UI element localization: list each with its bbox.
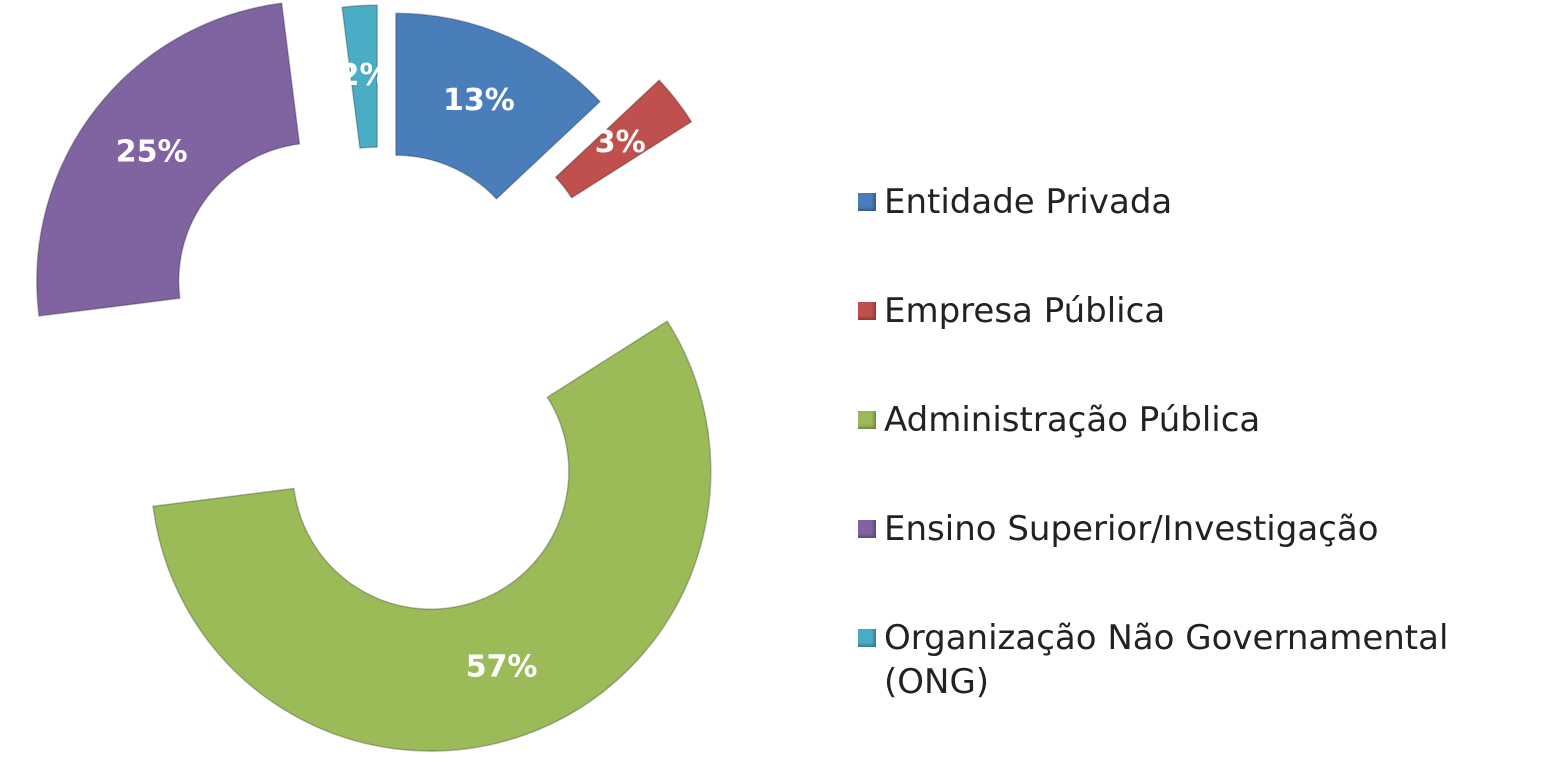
slice-label: 57% — [466, 649, 538, 684]
slice — [395, 12, 602, 200]
slice-label: 25% — [116, 134, 188, 169]
legend-swatch — [858, 629, 876, 647]
legend-item: Empresa Pública — [858, 289, 1538, 398]
legend-item: Administração Pública — [858, 398, 1538, 507]
legend-swatch — [858, 520, 876, 538]
slice — [36, 2, 301, 317]
slice — [554, 79, 693, 199]
slice — [152, 320, 712, 752]
legend-item: Entidade Privada — [858, 180, 1538, 289]
legend-swatch — [858, 411, 876, 429]
slice-label: 13% — [443, 83, 515, 118]
legend-label: Administração Pública — [884, 400, 1261, 440]
legend-swatch — [858, 193, 876, 211]
legend-swatch — [858, 302, 876, 320]
slice-label: 2% — [339, 58, 390, 93]
legend-item: Ensino Superior/Investigação — [858, 507, 1538, 616]
legend-label: Empresa Pública — [884, 291, 1166, 331]
legend-item: Organização Não Governamental (ONG) — [858, 616, 1538, 725]
legend: Entidade Privada Empresa Pública Administr… — [858, 180, 1538, 725]
legend-label: Entidade Privada — [884, 182, 1173, 222]
slice-label: 3% — [595, 125, 646, 160]
legend-label: Ensino Superior/Investigação — [884, 509, 1379, 549]
legend-label: Organização Não Governamental (ONG) — [884, 618, 1449, 702]
slice — [341, 4, 378, 150]
